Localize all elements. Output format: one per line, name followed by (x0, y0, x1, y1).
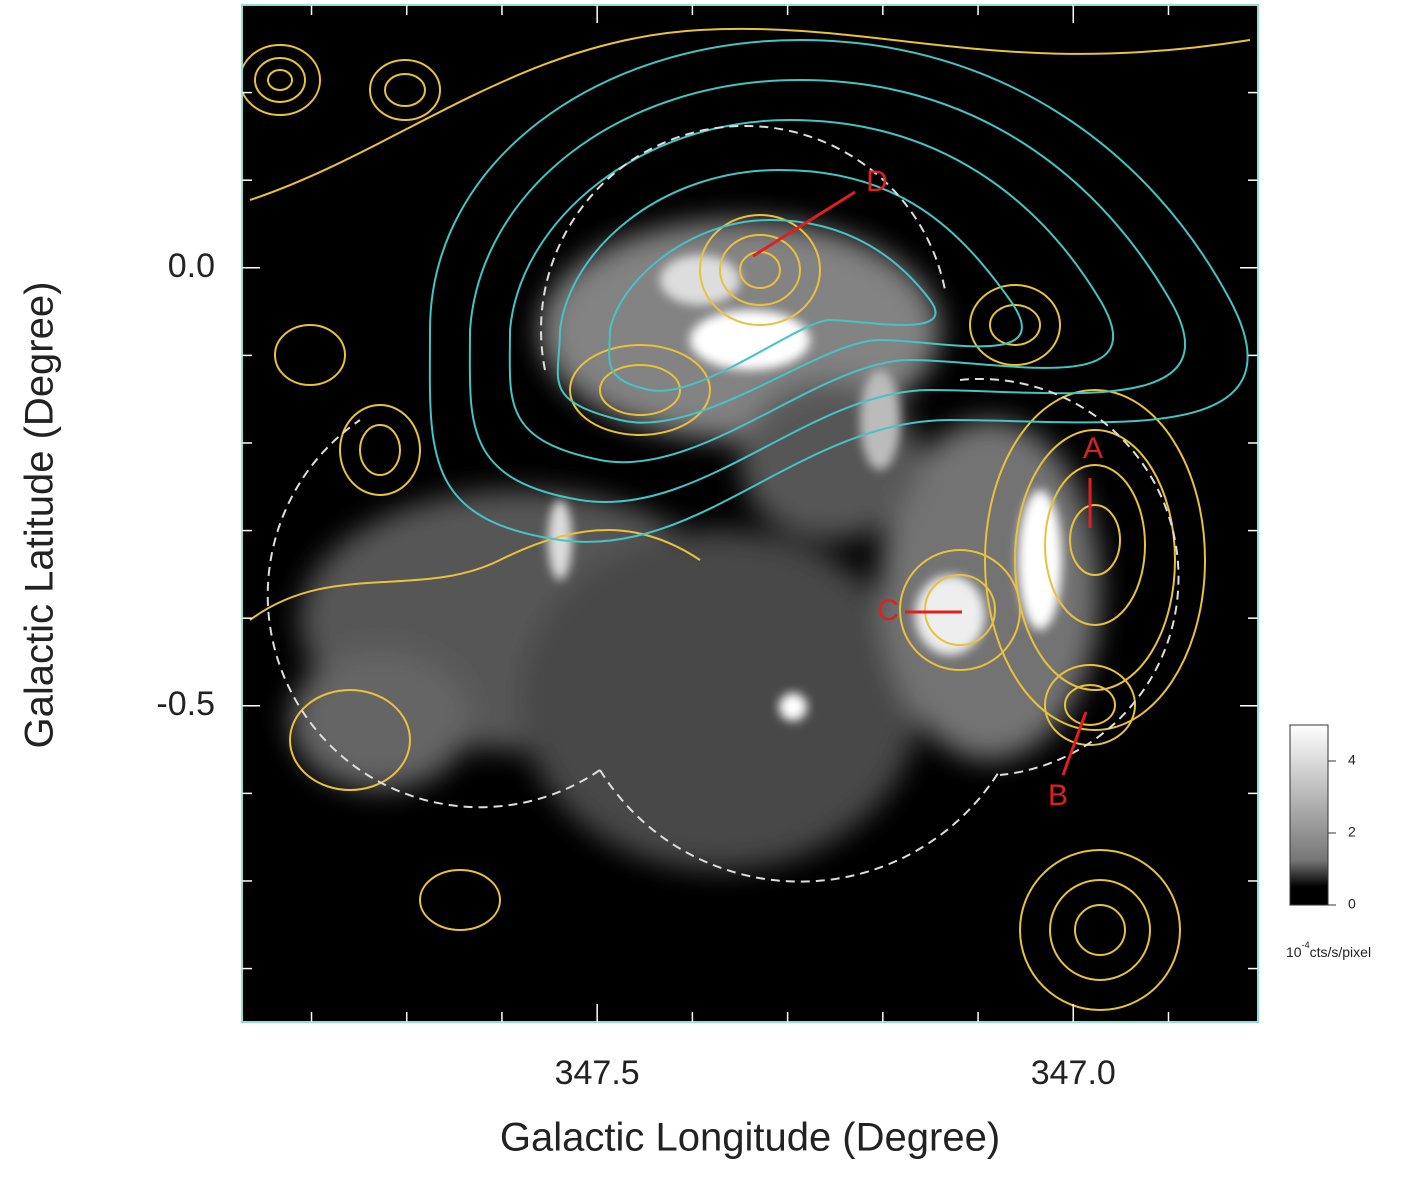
x-tick-label: 347.5 (555, 1054, 640, 1092)
chart: 347.5 347.0 0.0 -0.5 10-4cts/s/pixel Galact… (0, 0, 1423, 1178)
y-tick-label: 0.0 (168, 247, 215, 285)
sky-image (240, 5, 1258, 1022)
annotation-label: D (866, 165, 888, 198)
annotation-label: A (1083, 432, 1103, 465)
colorbar-tick-label: 0 (1348, 896, 1356, 912)
y-axis-label: Galactic Latitude (Degree) (18, 282, 62, 749)
y-tick-label: -0.5 (156, 685, 215, 723)
colorbar-tick-label: 2 (1348, 824, 1356, 840)
x-tick-label: 347.0 (1031, 1054, 1116, 1092)
annotation-label: C (877, 594, 899, 627)
annotation-label: B (1048, 779, 1068, 812)
colorbar-tick-label: 4 (1348, 752, 1356, 768)
colorbar-label: 10-4cts/s/pixel (1286, 940, 1371, 959)
x-axis-label: Galactic Longitude (Degree) (500, 1116, 1000, 1160)
colorbar (1290, 725, 1328, 905)
